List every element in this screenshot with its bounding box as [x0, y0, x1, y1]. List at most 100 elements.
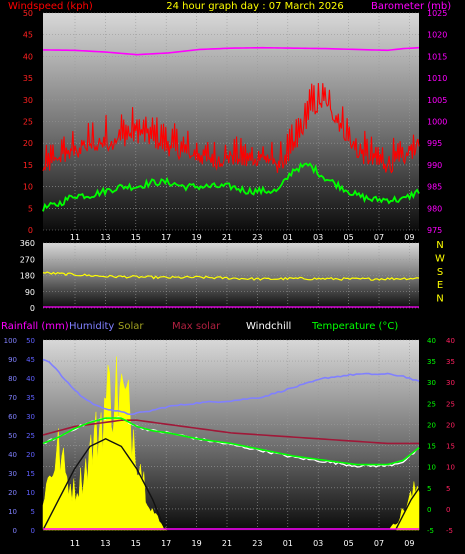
x-tick-label: 03	[313, 539, 323, 548]
x-tick-label: 03	[313, 233, 323, 242]
direction-tick-label: 180	[20, 272, 35, 281]
humidity-tick-label: 20	[8, 489, 17, 497]
x-tick-label: 21	[222, 233, 232, 242]
panel-3-ticks: 0102030405060708090100051015202530354045…	[4, 337, 455, 548]
humidity-tick-label: 40	[8, 451, 17, 459]
max-solar-legend: Max solar	[172, 321, 221, 332]
barometer-tick-label: 985	[427, 183, 442, 192]
panel-1-plot	[42, 46, 420, 212]
max-solar-curve	[42, 438, 420, 531]
compass-letter: S	[437, 267, 443, 278]
x-tick-label: 17	[161, 539, 171, 548]
rainfall-tick-label: 25	[26, 432, 35, 440]
windspeed-line	[42, 83, 420, 174]
rainfall-tick-label: 15	[26, 470, 35, 478]
wind-direction-line	[42, 271, 420, 281]
temperature-tick-label: 20	[427, 421, 436, 429]
barometer-tick-label: 1005	[427, 96, 447, 105]
barometer-tick-label: 1015	[427, 52, 447, 61]
barometer-line	[42, 46, 420, 56]
temperature-right-tick-label: 5	[446, 485, 450, 493]
panel-2-background	[43, 243, 419, 308]
max-solar-line	[42, 419, 419, 445]
barometer-tick-label: 1010	[427, 74, 447, 83]
rainfall-tick-label: 35	[26, 394, 35, 402]
temperature-right-tick-label: 15	[446, 443, 455, 451]
temperature-tick-label: 35	[427, 358, 436, 366]
barometer-tick-label: 990	[427, 161, 442, 170]
temperature-right-tick-label: 0	[446, 506, 450, 514]
humidity-tick-label: 70	[8, 394, 17, 402]
x-tick-label: 13	[100, 233, 110, 242]
temperature-tick-label: -5	[427, 527, 434, 535]
panel-wind-barometer: 0510152025303540455097598098599099510001…	[23, 9, 448, 242]
panel-2-grid	[43, 242, 419, 309]
temperature-right-tick-label: 20	[446, 421, 455, 429]
wind-tick-label: 0	[28, 226, 33, 235]
humidity-tick-label: 10	[8, 508, 17, 516]
barometer-axis-label: Barometer (mb)	[371, 1, 451, 12]
rainfall-tick-label: 50	[26, 337, 35, 345]
x-tick-label: 19	[192, 539, 202, 548]
humidity-tick-label: 60	[8, 413, 17, 421]
wind-tick-label: 5	[28, 204, 33, 213]
rainfall-legend: Rainfall (mm)	[1, 321, 69, 332]
panel-1-ticks: 0510152025303540455097598098599099510001…	[23, 9, 448, 242]
wind-tick-label: 30	[23, 96, 33, 105]
temperature-tick-label: 40	[427, 337, 436, 345]
wind-tick-label: 35	[23, 74, 33, 83]
temperature-right-tick-label: 35	[446, 358, 455, 366]
x-tick-label: 21	[222, 539, 232, 548]
barometer-tick-label: 1020	[427, 31, 447, 40]
rainfall-tick-label: 5	[31, 508, 35, 516]
panel-3-plot	[42, 356, 420, 531]
panel-2-ticks: 0 90 180 270 360	[20, 239, 419, 313]
windchill-legend: Windchill	[246, 321, 291, 332]
wind-tick-label: 15	[23, 161, 33, 170]
wind-tick-label: 20	[23, 139, 33, 148]
x-tick-label: 23	[252, 233, 262, 242]
direction-tick-label: 270	[20, 255, 35, 264]
temperature-tick-label: 10	[427, 464, 436, 472]
wind-axis-label: Windspeed (kph)	[8, 1, 93, 12]
x-tick-label: 07	[374, 539, 384, 548]
temperature-right-tick-label: -5	[446, 527, 453, 535]
wind-tick-label: 50	[23, 9, 33, 18]
humidity-tick-label: 100	[4, 337, 17, 345]
wind-tick-label: 10	[23, 183, 33, 192]
temperature-right-tick-label: 30	[446, 379, 455, 387]
x-tick-label: 09	[404, 539, 414, 548]
rainfall-tick-label: 10	[26, 489, 35, 497]
temperature-right-tick-label: 40	[446, 337, 455, 345]
x-tick-label: 13	[100, 539, 110, 548]
humidity-legend: Humidity	[69, 321, 114, 332]
x-tick-label: 23	[252, 539, 262, 548]
barometer-tick-label: 975	[427, 226, 442, 235]
x-tick-label: 15	[131, 233, 141, 242]
x-tick-label: 15	[131, 539, 141, 548]
rainfall-tick-label: 40	[26, 375, 35, 383]
wind-tick-label: 40	[23, 52, 33, 61]
humidity-line	[42, 358, 420, 416]
humidity-tick-label: 30	[8, 470, 17, 478]
temperature-tick-label: 15	[427, 443, 436, 451]
average-wind-line	[42, 162, 420, 212]
rainfall-tick-label: 20	[26, 451, 35, 459]
wind-tick-label: 25	[23, 118, 33, 127]
rainfall-tick-label: 45	[26, 356, 35, 364]
x-tick-label: 05	[344, 233, 354, 242]
barometer-tick-label: 1000	[427, 118, 447, 127]
direction-tick-label: 0	[30, 304, 35, 313]
temperature-line	[42, 417, 420, 466]
x-tick-label: 11	[70, 539, 80, 548]
humidity-tick-label: 90	[8, 356, 17, 364]
barometer-tick-label: 995	[427, 139, 442, 148]
compass-letter: W	[435, 253, 445, 264]
x-tick-label: 11	[70, 233, 80, 242]
solar-legend: Solar	[118, 321, 144, 332]
temperature-right-tick-label: 25	[446, 400, 455, 408]
compass-letter: N	[436, 294, 443, 305]
x-tick-label: 01	[283, 233, 293, 242]
chart-title: 24 hour graph day : 07 March 2026	[166, 1, 344, 12]
